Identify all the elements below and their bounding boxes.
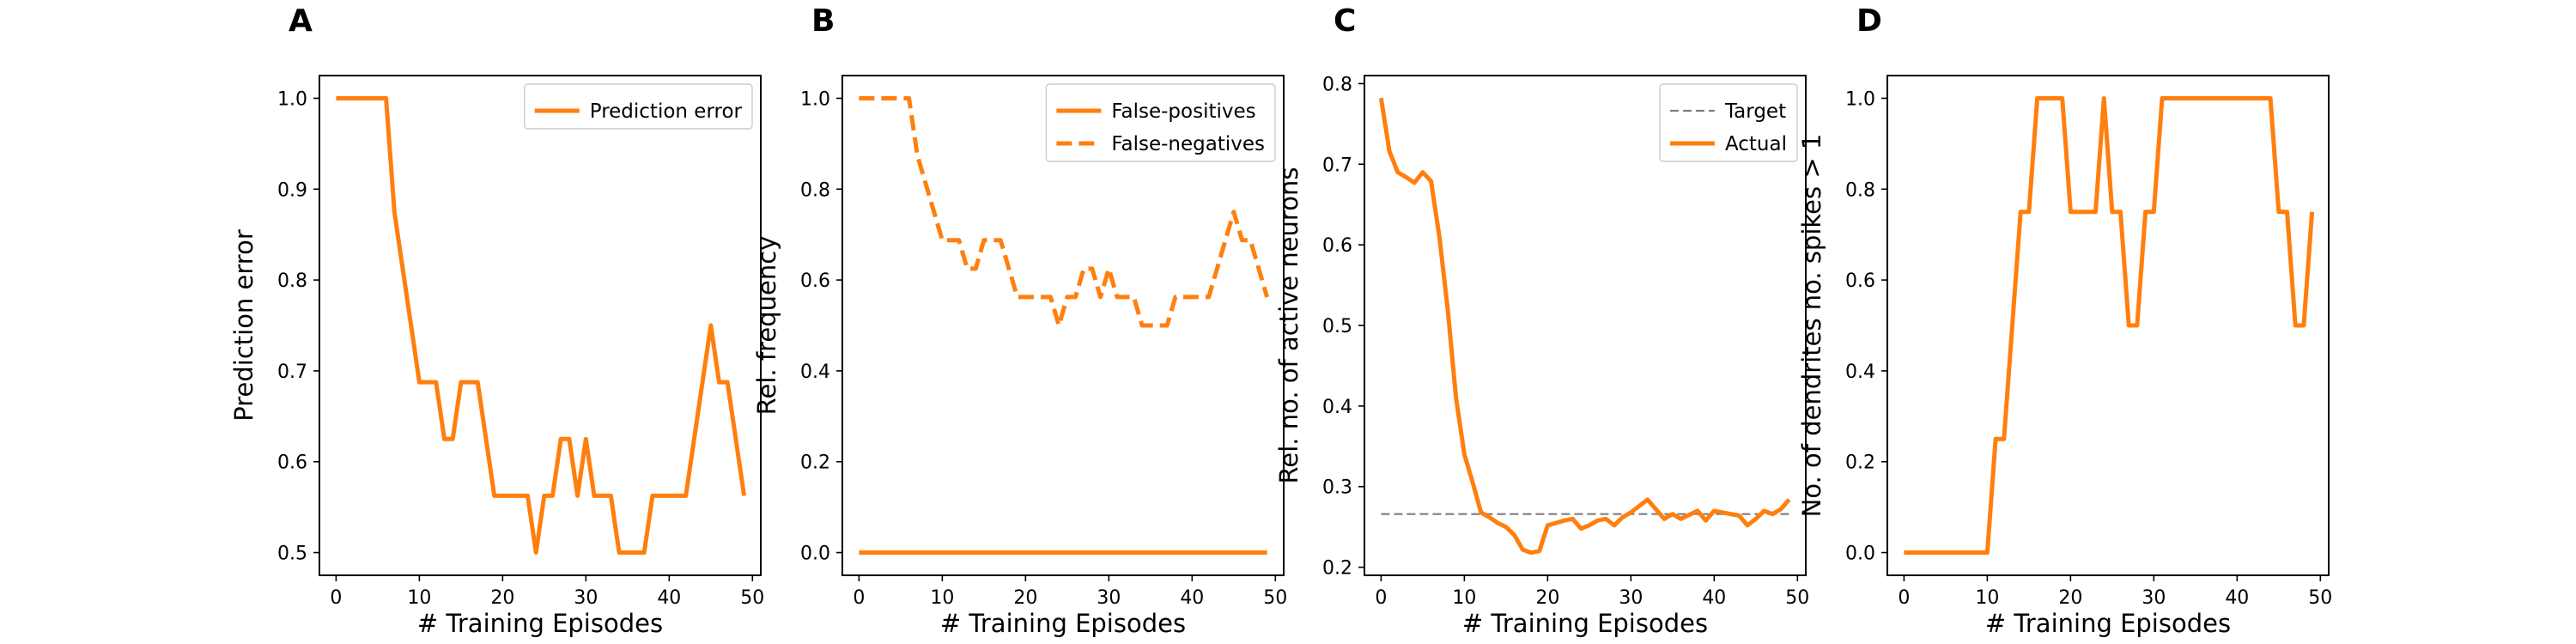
panel-a-xtick-label: 10	[407, 587, 431, 609]
panel-a-x-axis-label: # Training Episodes	[417, 609, 663, 638]
panel-c-legend-label: Actual	[1725, 133, 1787, 155]
panel-b-ytick-label: 0.2	[800, 453, 830, 474]
panel-c-x-axis-label: # Training Episodes	[1462, 609, 1708, 638]
panel-d-ytick-label: 1.0	[1845, 88, 1875, 110]
panel-b-ytick-label: 0.4	[800, 361, 830, 383]
panel-c-y-axis-label: Rel. no. of active neurons	[1274, 167, 1303, 484]
panel-c-xtick-label: 0	[1375, 587, 1387, 609]
panel-b-xtick-label: 50	[1263, 587, 1287, 609]
panel-d-xtick-label: 30	[2142, 587, 2166, 609]
panel-c-series-line-actual	[1378, 97, 1791, 556]
panel-d-ytick-label: 0.6	[1845, 270, 1875, 292]
panel-c-xtick-label: 40	[1702, 587, 1726, 609]
panel-c-ytick-label: 0.2	[1322, 558, 1352, 580]
panel-b-xtick-label: 30	[1097, 587, 1121, 609]
panel-a-ytick-label: 0.9	[277, 179, 307, 201]
panel-c-legend-label: Target	[1724, 100, 1786, 123]
panel-d-y-axis-label: No. of dendrites no. spikes > 1	[1797, 134, 1826, 518]
panel-d-ytick-label: 0.8	[1845, 179, 1875, 201]
panel-b-ytick-label: 0.8	[800, 179, 830, 201]
panel-c-ytick-label: 0.6	[1322, 235, 1352, 257]
panel-b-xtick-label: 20	[1013, 587, 1037, 609]
panel-c-letter: C	[1334, 3, 1356, 39]
panel-a-ytick-label: 0.5	[277, 544, 307, 565]
panel-d-ytick-label: 0.0	[1845, 544, 1875, 565]
panel-b-legend-label: False-negatives	[1111, 133, 1265, 155]
panel-b-xtick-label: 40	[1180, 587, 1204, 609]
panel-a-ytick-label: 0.8	[277, 270, 307, 292]
panel-d-xtick-label: 0	[1898, 587, 1910, 609]
panel-c: C 0 10 20 30 40 50 0.2 0.3 0.4 0.5 0.6 0.7 0.8 # Train…	[1274, 3, 1809, 638]
panel-a-xtick-label: 50	[740, 587, 764, 609]
panel-a-legend: Prediction error	[524, 83, 753, 130]
panel-c-xtick-label: 10	[1452, 587, 1476, 609]
panel-d: D 0 10 20 30 40 50 0.0 0.2 0.4 0.6 0.8 1.0 # Training…	[1797, 3, 2332, 638]
panel-c-ytick-label: 0.5	[1322, 316, 1352, 337]
panel-d-plot-frame	[1886, 75, 2330, 576]
panel-b-legend: False-positives False-negatives	[1045, 83, 1276, 162]
panel-b-y-axis-label: Rel. frequency	[752, 236, 781, 416]
panel-a-plot-frame	[319, 75, 762, 576]
panel-a-xtick-label: 30	[574, 587, 598, 609]
panel-b-plot-frame	[841, 75, 1285, 576]
panel-b-ytick-label: 0.6	[800, 270, 830, 292]
panel-d-x-axis-label: # Training Episodes	[1985, 609, 2231, 638]
panel-a-ytick-label: 0.6	[277, 453, 307, 474]
panel-d-xtick-label: 40	[2225, 587, 2249, 609]
panel-d-xtick-label: 20	[2058, 587, 2082, 609]
panel-b-legend-box	[1045, 83, 1276, 162]
panel-d-ytick-label: 0.2	[1845, 453, 1875, 474]
panel-b-legend-label: False-positives	[1111, 100, 1255, 123]
panel-a-legend-label: Prediction error	[590, 100, 743, 123]
panel-a-ytick-label: 1.0	[277, 88, 307, 110]
panel-a-series-line-prediction-error	[336, 96, 747, 555]
panel-a-legend-box	[524, 83, 753, 130]
panel-b-x-axis-label: # Training Episodes	[940, 609, 1186, 638]
panel-c-ytick-label: 0.8	[1322, 74, 1352, 95]
panel-c-xtick-label: 20	[1535, 587, 1559, 609]
panel-b-xtick-label: 10	[930, 587, 954, 609]
panel-d-xtick-label: 10	[1975, 587, 1999, 609]
panel-b-ytick-label: 1.0	[800, 88, 830, 110]
panel-b-ytick-label: 0.0	[800, 544, 830, 565]
panel-c-ytick-label: 0.4	[1322, 397, 1352, 418]
panel-c-xtick-label: 30	[1619, 587, 1643, 609]
panel-b: B 0 10 20 30 40 50 0.0 0.2 0.4 0.6 0.8 1.0 # Training…	[752, 3, 1287, 638]
panel-a-letter: A	[289, 3, 313, 39]
panel-d-ytick-label: 0.4	[1845, 361, 1875, 383]
panel-d-letter: D	[1856, 3, 1882, 39]
panel-a-xtick-label: 20	[490, 587, 514, 609]
panel-c-legend: Target Actual	[1659, 83, 1798, 162]
panel-d-xtick-label: 50	[2308, 587, 2332, 609]
panel-b-letter: B	[811, 3, 835, 39]
panel-c-ytick-label: 0.3	[1322, 477, 1352, 499]
panel-a: A 0 10 20 30 40 50 0.5 0.6 0.7 0.8 0.9 1.0 # Training…	[229, 3, 764, 638]
panel-c-ytick-label: 0.7	[1322, 155, 1352, 176]
panel-c-xtick-label: 50	[1785, 587, 1809, 609]
panel-b-xtick-label: 0	[853, 587, 865, 609]
panel-a-y-axis-label: Prediction error	[229, 229, 258, 422]
panel-a-ytick-label: 0.7	[277, 361, 307, 383]
panel-a-xtick-label: 40	[657, 587, 681, 609]
panel-b-series-line-false-negatives	[859, 96, 1269, 328]
panel-d-series-line-0	[1904, 96, 2315, 555]
panel-a-xtick-label: 0	[330, 587, 342, 609]
